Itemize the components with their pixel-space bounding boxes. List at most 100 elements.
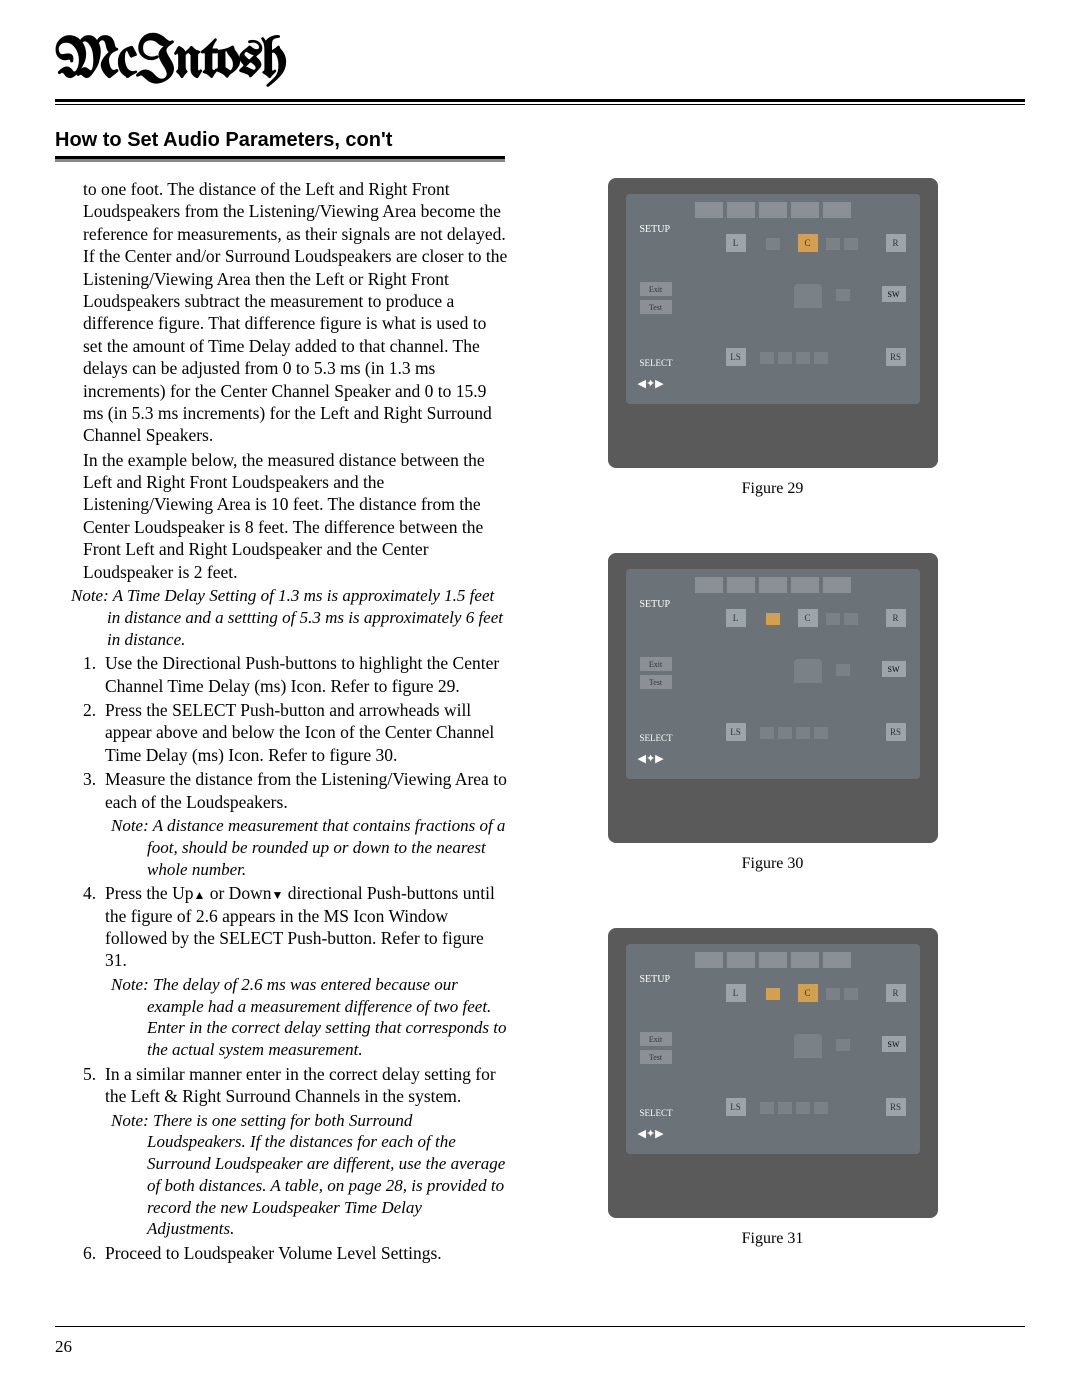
test-button: Test	[640, 1050, 672, 1064]
figure-30: SETUP Exit Test SELECT ◀✦▶ L C R SW L	[540, 553, 1005, 873]
small-icon	[836, 289, 850, 301]
step-2-text: Press the SELECT Push-button and arrowhe…	[105, 700, 494, 765]
speaker-grid-31: L C R SW LS RS	[726, 984, 906, 1124]
speaker-l-icon: L	[726, 984, 746, 1002]
down-arrow-icon	[271, 883, 283, 903]
tab-icon	[791, 202, 819, 218]
small-icon	[844, 238, 858, 250]
speaker-rs-icon: RS	[886, 348, 906, 366]
speaker-c-icon: C	[798, 984, 818, 1002]
select-icon: ◀✦▶	[638, 752, 664, 765]
step-4-num: 4.	[83, 882, 96, 904]
step-4-text-pre: Press the Up	[105, 883, 193, 903]
tab-icon	[695, 577, 723, 593]
exit-button: Exit	[640, 1032, 672, 1046]
brand-logo: McIntosh	[55, 30, 1025, 91]
chair-icon	[794, 1034, 822, 1058]
tabs-row-31	[634, 952, 912, 968]
figure-31-caption: Figure 31	[540, 1230, 1005, 1248]
tab-icon	[695, 952, 723, 968]
speaker-c-icon: C	[798, 234, 818, 252]
small-icon	[778, 1102, 792, 1114]
step-4-text-mid: or Down	[205, 883, 271, 903]
speaker-ls-icon: LS	[726, 348, 746, 366]
small-icon	[826, 613, 840, 625]
small-icon	[844, 988, 858, 1000]
speaker-ls-icon: LS	[726, 723, 746, 741]
screen-30: SETUP Exit Test SELECT ◀✦▶ L C R SW L	[626, 569, 920, 779]
monitor-29: SETUP Exit Test SELECT ◀✦▶ L C R SW L	[608, 178, 938, 468]
small-icon	[826, 988, 840, 1000]
intro-paragraph: to one foot. The distance of the Left an…	[55, 178, 510, 447]
chair-icon	[794, 284, 822, 308]
small-icon	[836, 664, 850, 676]
tab-icon	[791, 577, 819, 593]
step-6-num: 6.	[83, 1242, 96, 1264]
tab-icon	[791, 952, 819, 968]
select-label: SELECT	[640, 1108, 673, 1118]
tab-icon	[759, 202, 787, 218]
up-arrow-icon	[193, 883, 205, 903]
small-icon	[796, 1102, 810, 1114]
step-5-note: Note: There is one setting for both Surr…	[105, 1110, 510, 1241]
setup-label: SETUP	[640, 599, 671, 610]
step-2-num: 2.	[83, 699, 96, 721]
exit-button: Exit	[640, 657, 672, 671]
figure-29-caption: Figure 29	[540, 480, 1005, 498]
step-3-note: Note: A distance measurement that contai…	[105, 815, 510, 880]
tabs-row-30	[634, 577, 912, 593]
step-5-text: In a similar manner enter in the correct…	[105, 1064, 496, 1106]
step-5-num: 5.	[83, 1063, 96, 1085]
tab-icon	[727, 577, 755, 593]
test-button: Test	[640, 675, 672, 689]
figure-29: SETUP Exit Test SELECT ◀✦▶ L C R SW L	[540, 178, 1005, 498]
small-icon	[836, 1039, 850, 1051]
tabs-row-29	[634, 202, 912, 218]
small-icon	[814, 1102, 828, 1114]
small-icon	[796, 352, 810, 364]
tab-icon	[695, 202, 723, 218]
section-heading: How to Set Audio Parameters, con't	[55, 129, 1025, 152]
monitor-30: SETUP Exit Test SELECT ◀✦▶ L C R SW L	[608, 553, 938, 843]
screen-29: SETUP Exit Test SELECT ◀✦▶ L C R SW L	[626, 194, 920, 404]
speaker-rs-icon: RS	[886, 1098, 906, 1116]
speaker-r-icon: R	[886, 609, 906, 627]
step-6-text: Proceed to Loudspeaker Volume Level Sett…	[105, 1243, 442, 1263]
step-3-text: Measure the distance from the Listening/…	[105, 769, 507, 811]
steps-list: 1. Use the Directional Push-buttons to h…	[55, 652, 510, 1264]
small-icon	[778, 352, 792, 364]
step-4: 4. Press the Up or Down directional Push…	[83, 882, 510, 1061]
screen-31: SETUP Exit Test SELECT ◀✦▶ L C R SW L	[626, 944, 920, 1154]
small-icon	[766, 613, 780, 625]
chair-icon	[794, 659, 822, 683]
tab-icon	[759, 952, 787, 968]
figure-30-caption: Figure 30	[540, 855, 1005, 873]
small-icon	[814, 727, 828, 739]
brand-rule	[55, 99, 1025, 105]
small-icon	[760, 352, 774, 364]
tab-icon	[823, 952, 851, 968]
heading-rule	[55, 156, 505, 162]
speaker-ls-icon: LS	[726, 1098, 746, 1116]
left-column: to one foot. The distance of the Left an…	[55, 178, 510, 1303]
speaker-grid-30: L C R SW LS RS	[726, 609, 906, 749]
speaker-sw-icon: SW	[882, 286, 906, 302]
test-button: Test	[640, 300, 672, 314]
step-6: 6. Proceed to Loudspeaker Volume Level S…	[83, 1242, 510, 1264]
small-icon	[778, 727, 792, 739]
select-label: SELECT	[640, 358, 673, 368]
bottom-rule	[55, 1326, 1025, 1327]
small-icon	[760, 1102, 774, 1114]
tab-icon	[759, 577, 787, 593]
setup-label: SETUP	[640, 974, 671, 985]
small-icon	[796, 727, 810, 739]
setup-label: SETUP	[640, 224, 671, 235]
page-number: 26	[55, 1337, 72, 1357]
monitor-31: SETUP Exit Test SELECT ◀✦▶ L C R SW L	[608, 928, 938, 1218]
tab-icon	[823, 202, 851, 218]
small-icon	[766, 238, 780, 250]
small-icon	[814, 352, 828, 364]
step-1-num: 1.	[83, 652, 96, 674]
step-3-num: 3.	[83, 768, 96, 790]
small-icon	[844, 613, 858, 625]
